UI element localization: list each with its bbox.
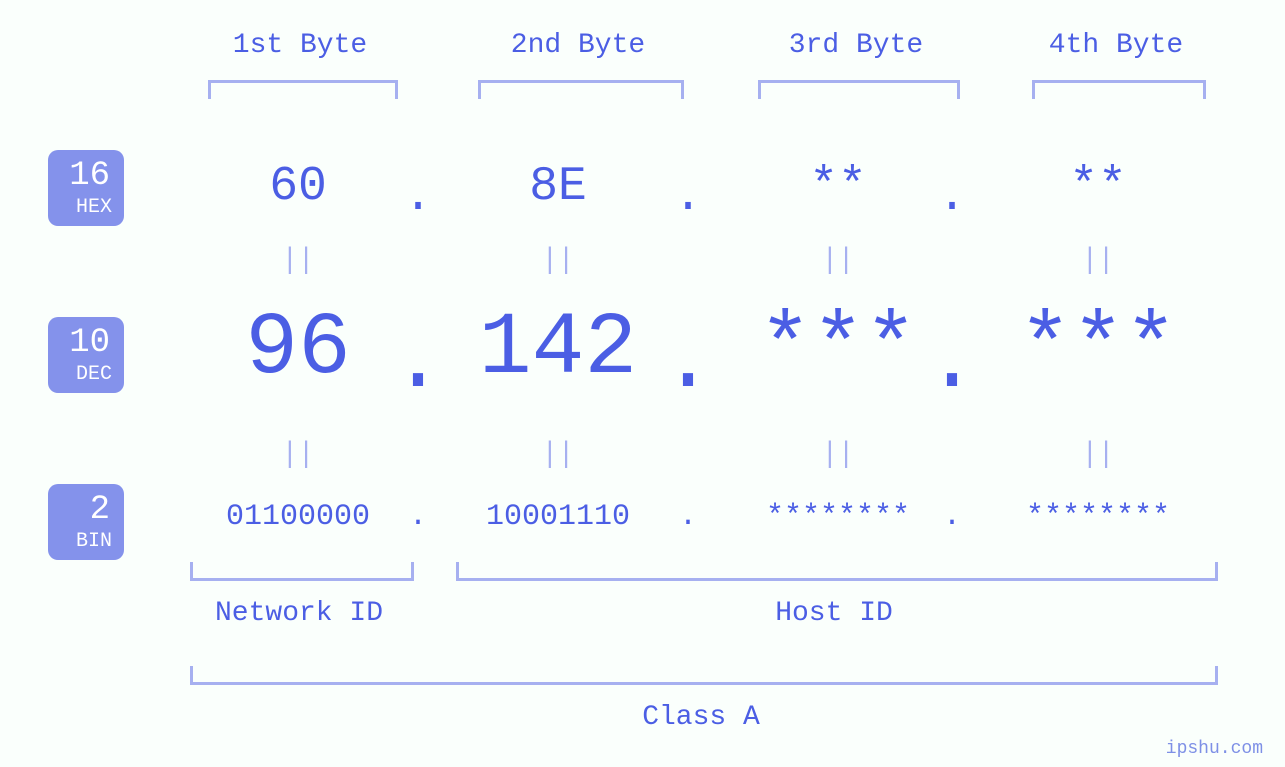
ip-diagram: 1st Byte 2nd Byte 3rd Byte 4th Byte 16 H… xyxy=(0,0,1285,767)
dec-byte-2: 142 xyxy=(438,300,678,399)
byte-header-1: 1st Byte xyxy=(208,30,392,61)
top-bracket-1 xyxy=(208,80,398,99)
top-bracket-3 xyxy=(758,80,960,99)
equals-1-1: || xyxy=(280,244,316,278)
host-id-bracket xyxy=(456,562,1218,581)
radix-num-bin: 2 xyxy=(48,484,124,530)
bin-dot-3: . xyxy=(942,500,962,534)
dec-byte-1: 96 xyxy=(178,300,418,399)
bin-byte-2: 10001110 xyxy=(438,500,678,534)
dec-byte-4: *** xyxy=(978,300,1218,399)
network-id-label: Network ID xyxy=(190,598,408,629)
radix-badge-bin: 2 BIN xyxy=(48,484,124,560)
bin-dot-2: . xyxy=(678,500,698,534)
equals-1-4: || xyxy=(1080,244,1116,278)
host-id-label: Host ID xyxy=(456,598,1212,629)
bin-byte-3: ******** xyxy=(718,500,958,534)
top-bracket-4 xyxy=(1032,80,1206,99)
bin-byte-4: ******** xyxy=(978,500,1218,534)
byte-header-3: 3rd Byte xyxy=(758,30,954,61)
equals-2-2: || xyxy=(540,438,576,472)
bin-dot-1: . xyxy=(408,500,428,534)
hex-byte-2: 8E xyxy=(458,160,658,214)
watermark: ipshu.com xyxy=(1166,739,1263,759)
hex-byte-4: ** xyxy=(998,160,1198,214)
equals-2-3: || xyxy=(820,438,856,472)
hex-dot-3: . xyxy=(932,170,972,224)
radix-label-hex: HEX xyxy=(48,196,124,220)
equals-2-4: || xyxy=(1080,438,1116,472)
equals-1-2: || xyxy=(540,244,576,278)
byte-header-4: 4th Byte xyxy=(1032,30,1200,61)
equals-2-1: || xyxy=(280,438,316,472)
byte-header-2: 2nd Byte xyxy=(478,30,678,61)
bin-byte-1: 01100000 xyxy=(178,500,418,534)
radix-badge-hex: 16 HEX xyxy=(48,150,124,226)
radix-badge-dec: 10 DEC xyxy=(48,317,124,393)
equals-1-3: || xyxy=(820,244,856,278)
top-bracket-2 xyxy=(478,80,684,99)
hex-dot-2: . xyxy=(668,170,708,224)
dec-dot-3: . xyxy=(922,314,982,413)
dec-dot-1: . xyxy=(388,314,448,413)
network-id-bracket xyxy=(190,562,414,581)
radix-label-dec: DEC xyxy=(48,363,124,387)
dec-dot-2: . xyxy=(658,314,718,413)
radix-label-bin: BIN xyxy=(48,530,124,554)
radix-num-hex: 16 xyxy=(48,150,124,196)
hex-byte-1: 60 xyxy=(198,160,398,214)
radix-num-dec: 10 xyxy=(48,317,124,363)
class-bracket xyxy=(190,666,1218,685)
hex-byte-3: ** xyxy=(738,160,938,214)
hex-dot-1: . xyxy=(398,170,438,224)
class-label: Class A xyxy=(190,702,1212,733)
